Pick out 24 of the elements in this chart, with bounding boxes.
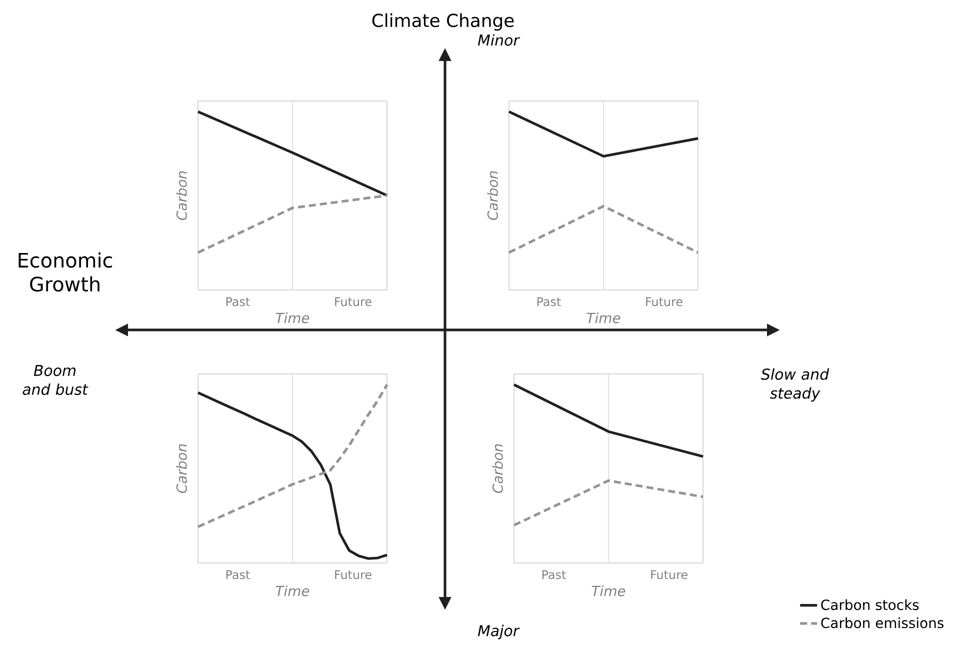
x-axis-title: Time bbox=[586, 312, 620, 324]
y-axis-title: Carbon bbox=[487, 171, 498, 220]
text: Future bbox=[651, 570, 688, 580]
text: Slow and steady bbox=[761, 368, 830, 402]
text: Boom and bust bbox=[22, 364, 88, 396]
y-axis-title: Carbon bbox=[492, 444, 503, 494]
text: Climate Change bbox=[372, 13, 514, 31]
text: Future bbox=[335, 570, 372, 580]
text: Major bbox=[478, 624, 520, 640]
text: Future bbox=[646, 297, 682, 306]
text: Minor bbox=[478, 34, 520, 46]
x-axis-title: Time bbox=[276, 585, 310, 596]
y-axis-title: Carbon bbox=[176, 171, 187, 220]
text: Past bbox=[226, 570, 250, 580]
y-axis-title: Carbon bbox=[176, 444, 187, 494]
text: Past bbox=[226, 297, 250, 306]
legend-label: Carbon emissions bbox=[821, 617, 944, 628]
legend-label: Carbon stocks bbox=[821, 599, 919, 610]
x-axis-title: Time bbox=[592, 585, 626, 596]
x-axis-title: Time bbox=[276, 312, 310, 324]
text: Economic Growth bbox=[18, 252, 112, 292]
text: Past bbox=[537, 297, 561, 306]
text: Past bbox=[542, 570, 566, 580]
text: Future bbox=[335, 297, 372, 306]
